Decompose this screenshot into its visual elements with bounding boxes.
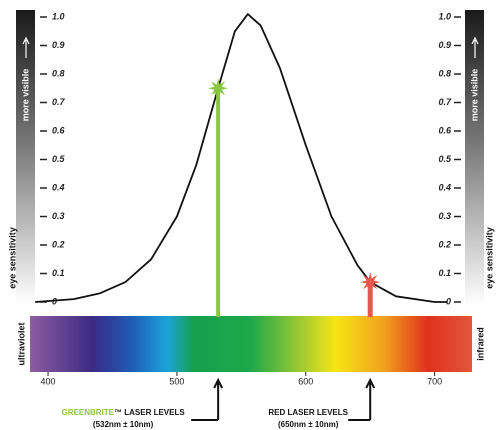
y-tick-label: 0.5 (52, 154, 66, 164)
y-tick-label: 0.6 (52, 125, 66, 135)
y2-tick-label: 0.5 (438, 154, 452, 164)
arrow (22, 36, 479, 58)
y-tick-label: 0.8 (52, 68, 65, 78)
axis-label: eye sensitivity (7, 227, 17, 289)
arrow (348, 377, 376, 421)
y-tick-label: 0.9 (52, 40, 65, 50)
laser-star (208, 78, 229, 99)
spectrum (30, 316, 472, 372)
axis-label: eye sensitivity (484, 227, 494, 289)
note: more visible (469, 69, 479, 122)
y2-tick-label: 0.2 (438, 239, 451, 249)
spectrum-label: infrared (475, 327, 485, 361)
y2-tick-label: 0.9 (438, 40, 451, 50)
note: more visible (20, 69, 30, 122)
y2-tick-label: 0.6 (438, 125, 452, 135)
y-tick-label: 0.1 (52, 268, 65, 278)
y2-tick-label: 1.0 (438, 11, 451, 21)
x-tick-label: 400 (41, 376, 56, 386)
curve (35, 13, 448, 303)
x-tick-label: 700 (427, 376, 442, 386)
label: LASER LEVELS (285, 408, 348, 417)
sensitivity-bar (16, 10, 35, 305)
arrow (191, 377, 224, 421)
annotation: RED LASER LEVELS (268, 408, 348, 417)
y2-tick-label: 0.3 (438, 211, 451, 221)
annotation-sub: (650nm ± 10nm) (278, 420, 339, 429)
y-tick-label: 0.4 (52, 182, 65, 192)
y2-tick-label: 0.7 (438, 97, 452, 107)
y-tick-label: 0.2 (52, 239, 65, 249)
x-tick-label: 600 (298, 376, 313, 386)
y-tick-label: 1.0 (52, 11, 65, 21)
laser-star (360, 272, 381, 293)
brand: GREENBRITE (62, 408, 115, 417)
x-tick-label: 500 (169, 376, 184, 386)
y-tick-label: 0.3 (52, 211, 65, 221)
spectrum-label: ultraviolet (16, 322, 26, 365)
y2-tick-label: 0.4 (438, 182, 451, 192)
label: ™ LASER LEVELS (114, 408, 185, 417)
sensitivity-bar (465, 10, 484, 305)
annotation: GREENBRITE™ LASER LEVELS (62, 408, 186, 417)
y2-tick-label: 0.1 (438, 268, 451, 278)
annotation-sub: (532nm ± 10nm) (93, 420, 154, 429)
y-tick-label: 0.7 (52, 97, 66, 107)
brand: RED (268, 408, 285, 417)
y2-tick-label: 0.8 (438, 68, 451, 78)
y2-tick-label: 0 (446, 296, 451, 306)
